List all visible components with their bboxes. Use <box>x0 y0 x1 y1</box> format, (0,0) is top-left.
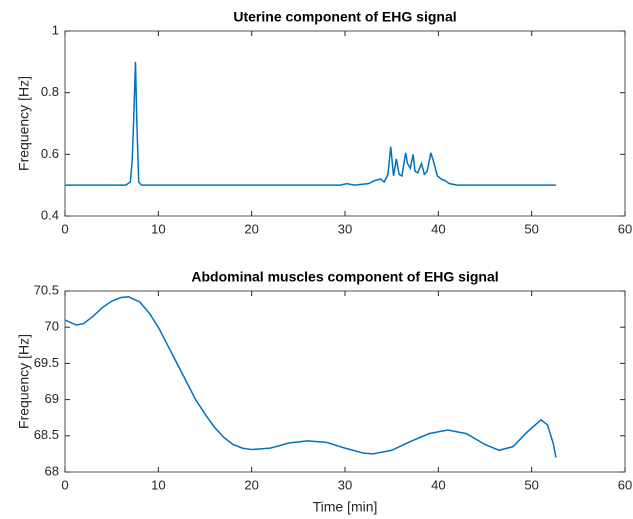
x-tick-label: 10 <box>151 221 165 236</box>
x-tick-label: 60 <box>618 477 632 492</box>
y-tick-label: 1 <box>52 22 59 37</box>
y-tick-label: 68 <box>45 463 59 478</box>
y-tick-label: 0.6 <box>41 146 59 161</box>
y-axis-label: Frequency [Hz] <box>16 334 32 429</box>
x-tick-label: 0 <box>61 221 68 236</box>
x-tick-label: 30 <box>338 477 352 492</box>
chart-title: Abdominal muscles component of EHG signa… <box>191 269 498 285</box>
y-tick-label: 69 <box>45 391 59 406</box>
x-tick-label: 30 <box>338 221 352 236</box>
x-tick-label: 60 <box>618 221 632 236</box>
axes-box <box>64 290 626 473</box>
y-tick-label: 0.4 <box>41 207 59 222</box>
x-tick-label: 0 <box>61 477 68 492</box>
x-tick-label: 40 <box>431 221 445 236</box>
data-line <box>65 61 556 186</box>
axes-box <box>64 30 626 217</box>
y-tick-label: 70 <box>45 319 59 334</box>
y-tick-label: 68.5 <box>34 427 59 442</box>
y-axis-label: Frequency [Hz] <box>16 76 32 171</box>
y-tick-label: 0.8 <box>41 84 59 99</box>
data-line <box>64 296 557 458</box>
x-tick-label: 40 <box>431 477 445 492</box>
x-axis-label: Time [min] <box>313 499 378 515</box>
chart-title: Uterine component of EHG signal <box>233 9 456 25</box>
x-tick-label: 20 <box>244 477 258 492</box>
x-tick-label: 50 <box>524 477 538 492</box>
x-tick-label: 10 <box>151 477 165 492</box>
y-tick-label: 70.5 <box>34 282 59 297</box>
x-tick-label: 20 <box>244 221 258 236</box>
y-tick-label: 69.5 <box>34 355 59 370</box>
x-tick-label: 50 <box>524 221 538 236</box>
